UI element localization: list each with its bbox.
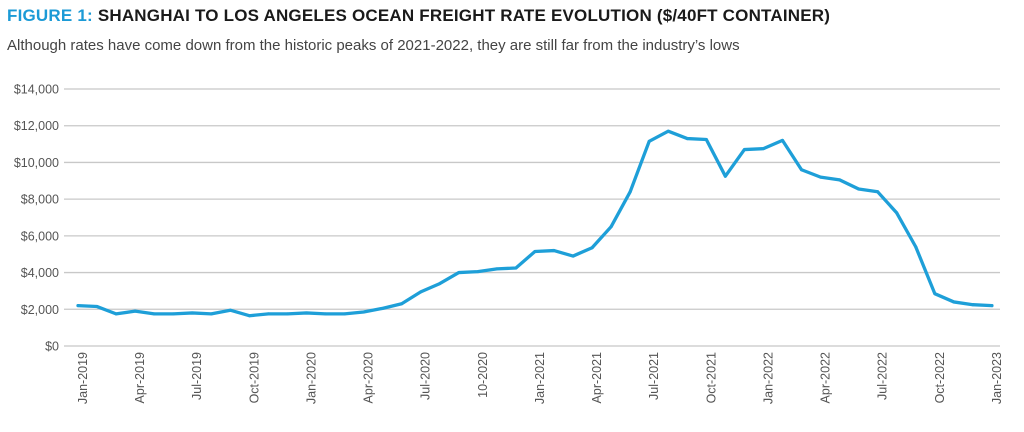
data-point (362, 310, 366, 314)
data-point (533, 249, 537, 253)
data-point (742, 148, 746, 152)
data-point (952, 300, 956, 304)
data-point (209, 312, 213, 316)
x-tick-label: 10-2020 (476, 352, 490, 398)
data-point (114, 312, 118, 316)
x-tick-label: Jan-2023 (990, 352, 1004, 404)
chart-subtitle: Although rates have come down from the h… (7, 37, 740, 54)
data-point (685, 137, 689, 141)
y-tick-label: $0 (45, 340, 59, 354)
data-point (476, 270, 480, 274)
data-point (76, 304, 80, 308)
data-point (800, 168, 804, 172)
data-point (761, 147, 765, 151)
data-point (457, 271, 461, 275)
data-point (609, 225, 613, 229)
data-point (647, 139, 651, 143)
data-point (666, 129, 670, 133)
y-tick-label: $4,000 (21, 266, 59, 280)
title-text: SHANGHAI TO LOS ANGELES OCEAN FREIGHT RA… (97, 6, 831, 25)
x-tick-label: Oct-2022 (933, 352, 947, 403)
x-tick-label: Jul-2019 (190, 352, 204, 400)
data-point (304, 311, 308, 315)
data-point (419, 290, 423, 294)
y-tick-label: $14,000 (14, 83, 59, 97)
x-tick-label: Oct-2019 (247, 352, 261, 403)
data-point (571, 254, 575, 258)
x-tick-label: Jul-2021 (647, 352, 661, 400)
chart-title: FIGURE 1: SHANGHAI TO LOS ANGELES OCEAN … (7, 6, 830, 26)
x-tick-label: Jan-2022 (761, 352, 775, 404)
data-point (324, 312, 328, 316)
y-tick-label: $12,000 (14, 119, 59, 133)
data-point (723, 174, 727, 178)
y-tick-label: $2,000 (21, 303, 59, 317)
data-point (152, 312, 156, 316)
data-point (247, 314, 251, 318)
data-point (514, 266, 518, 270)
data-point (838, 178, 842, 182)
data-point (343, 312, 347, 316)
data-point (876, 190, 880, 194)
series-line (76, 129, 994, 318)
data-point (438, 282, 442, 286)
x-tick-label: Jan-2020 (304, 352, 318, 404)
data-point (95, 305, 99, 309)
figure-label: FIGURE 1: (7, 6, 93, 25)
x-tick-label: Apr-2020 (362, 352, 376, 403)
data-point (971, 303, 975, 307)
data-point (495, 267, 499, 271)
x-tick-label: Jul-2022 (876, 352, 890, 400)
data-point (190, 311, 194, 315)
data-point (171, 312, 175, 316)
x-tick-label: Oct-2021 (704, 352, 718, 403)
data-point (628, 190, 632, 194)
data-point (933, 292, 937, 296)
y-tick-label: $8,000 (21, 193, 59, 207)
data-point (895, 211, 899, 215)
x-tick-label: Apr-2021 (590, 352, 604, 403)
data-point (552, 249, 556, 253)
data-point (133, 309, 137, 313)
x-tick-label: Jan-2019 (76, 352, 90, 404)
y-tick-label: $10,000 (14, 156, 59, 170)
x-tick-label: Jan-2021 (533, 352, 547, 404)
y-tick-label: $6,000 (21, 229, 59, 243)
data-point (228, 308, 232, 312)
data-point (819, 175, 823, 179)
data-point (914, 245, 918, 249)
data-point (590, 246, 594, 250)
data-point (857, 187, 861, 191)
data-point (266, 312, 270, 316)
x-tick-label: Apr-2019 (133, 352, 147, 403)
data-point (381, 306, 385, 310)
x-tick-label: Apr-2022 (819, 352, 833, 403)
data-point (990, 304, 994, 308)
data-point (400, 302, 404, 306)
data-point (285, 312, 289, 316)
data-point (780, 138, 784, 142)
data-point (704, 137, 708, 141)
x-tick-label: Jul-2020 (419, 352, 433, 400)
